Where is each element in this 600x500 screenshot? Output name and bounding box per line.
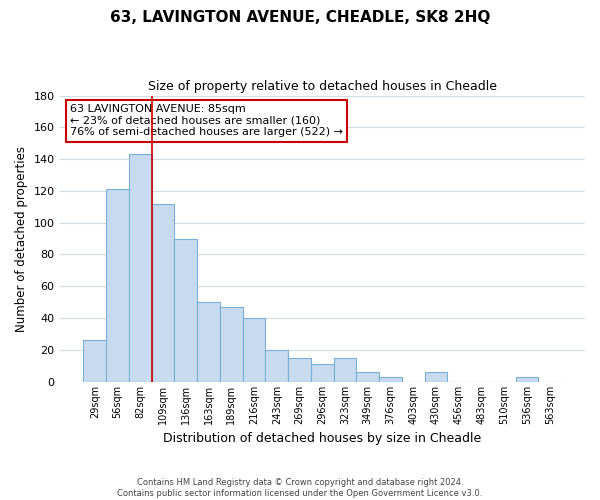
Bar: [106, 190, 129, 382]
Bar: [265, 350, 288, 382]
Text: 63 LAVINGTON AVENUE: 85sqm
← 23% of detached houses are smaller (160)
76% of sem: 63 LAVINGTON AVENUE: 85sqm ← 23% of deta…: [70, 104, 343, 138]
Bar: [288, 358, 311, 382]
Bar: [425, 372, 448, 382]
Bar: [334, 358, 356, 382]
Bar: [175, 238, 197, 382]
Bar: [83, 340, 106, 382]
Bar: [515, 377, 538, 382]
Title: Size of property relative to detached houses in Cheadle: Size of property relative to detached ho…: [148, 80, 497, 93]
Bar: [311, 364, 334, 382]
Text: Contains HM Land Registry data © Crown copyright and database right 2024.
Contai: Contains HM Land Registry data © Crown c…: [118, 478, 482, 498]
Bar: [129, 154, 152, 382]
X-axis label: Distribution of detached houses by size in Cheadle: Distribution of detached houses by size …: [163, 432, 481, 445]
Bar: [220, 307, 242, 382]
Bar: [197, 302, 220, 382]
Bar: [379, 377, 402, 382]
Bar: [356, 372, 379, 382]
Bar: [242, 318, 265, 382]
Bar: [152, 204, 175, 382]
Y-axis label: Number of detached properties: Number of detached properties: [15, 146, 28, 332]
Text: 63, LAVINGTON AVENUE, CHEADLE, SK8 2HQ: 63, LAVINGTON AVENUE, CHEADLE, SK8 2HQ: [110, 10, 490, 25]
